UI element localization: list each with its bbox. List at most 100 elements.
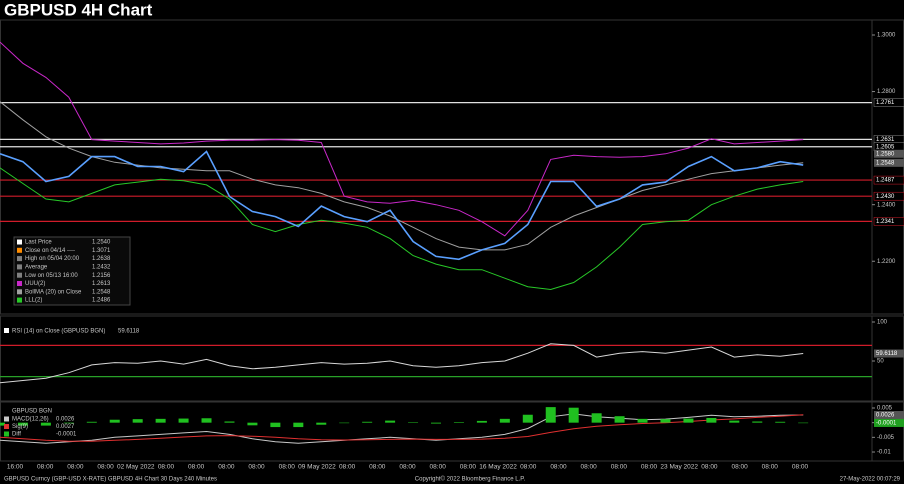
level-tag-bg (873, 175, 904, 185)
x-tick-label: 16:00 (7, 464, 24, 471)
diff-bar (683, 418, 694, 423)
legend-value: 1.2548 (92, 289, 111, 295)
legend-name: Diff (12, 432, 21, 438)
diff-bar (431, 422, 441, 424)
x-tick-label: 08:00 (37, 464, 54, 471)
diff-bar (729, 420, 740, 423)
diff-bar (499, 418, 510, 423)
legend-name: LLL(2) (25, 298, 42, 304)
diff-bar (86, 421, 97, 423)
y-tick-label: 1.3000 (877, 33, 896, 39)
chart-title: GBPUSD 4H Chart (4, 0, 153, 19)
legend-name: UUU(2) (25, 281, 45, 287)
legend-swatch (17, 272, 22, 278)
diff-bar (155, 418, 166, 423)
y-tick-label: 1.2200 (877, 259, 896, 265)
diff-bar (362, 421, 373, 423)
x-tick-label: 23 May 2022 (660, 464, 698, 471)
value-tag: 59.6118 (876, 351, 898, 357)
level-tag: 1.2487 (876, 178, 895, 184)
y-tick-label: 100 (877, 320, 888, 326)
x-tick-label: 08:00 (158, 464, 175, 471)
x-tick-label: 08:00 (399, 464, 416, 471)
diff-bar (270, 422, 281, 428)
legend-box (13, 236, 131, 306)
diff-bar (752, 421, 763, 423)
x-tick-label: 08:00 (188, 464, 205, 471)
legend-name: Last Price (25, 240, 52, 246)
diff-bar (17, 422, 28, 426)
level-tag-bg (873, 98, 904, 107)
diff-bar (775, 421, 786, 423)
x-tick-label: 08:00 (369, 464, 386, 471)
x-tick-label: 09 May 2022 (298, 464, 336, 471)
diff-bar (63, 422, 74, 424)
y-tick-label: 50 (877, 359, 884, 365)
diff-bar (247, 422, 258, 426)
price-tag: 1.2548 (876, 160, 895, 166)
footer-right: 27-May-2022 00:07:29 (840, 477, 901, 483)
level-tag: 1.2631 (876, 137, 895, 143)
x-tick-label: 08:00 (460, 464, 477, 471)
diff-bar (706, 417, 717, 423)
value-tag-bg (874, 411, 904, 420)
legend: Last Price 1.2540 Close on 04/14 ---- 1.307… (13, 236, 131, 306)
price-tag: 1.2580 (876, 151, 895, 157)
legend-value: 1.2156 (92, 273, 111, 279)
diff-bar (568, 407, 579, 423)
value-tag: 0.0026 (876, 413, 895, 419)
y-tick-label: 1.2400 (877, 202, 896, 208)
x-tick-label: 08:00 (339, 464, 356, 471)
diff-bar (660, 419, 671, 423)
x-tick-label: 08:00 (550, 464, 567, 471)
level-tag: 1.2761 (876, 100, 895, 106)
diff-bar (545, 407, 556, 423)
diff-bar (637, 418, 648, 423)
diff-bar (201, 418, 212, 423)
level-tag: 1.2605 (876, 144, 895, 150)
series-line (0, 101, 804, 251)
diff-bar (132, 419, 143, 423)
panel-subtitle: GBPUSD BGN (12, 409, 52, 415)
x-tick-label: 08:00 (279, 464, 296, 471)
value-tag-bg (874, 349, 904, 358)
x-tick-label: 08:00 (520, 464, 537, 471)
diff-bar (109, 419, 120, 423)
x-tick-label: 08:00 (581, 464, 598, 471)
x-tick-label: 08:00 (97, 464, 114, 471)
diff-bar (591, 413, 602, 423)
diff-bar (224, 421, 235, 423)
diff-bar (316, 422, 327, 425)
diff-bar (293, 422, 304, 428)
legend-value: 59.6118 (118, 329, 140, 335)
x-tick-label: 08:00 (641, 464, 658, 471)
value-tag-bg (874, 418, 904, 427)
legend-value: 1.2432 (92, 264, 111, 270)
legend-swatch (17, 281, 22, 286)
legend-name: High on 05/04 20:00 (25, 256, 80, 262)
legend-name: BollMA (20) on Close (25, 289, 82, 295)
legend-swatch (17, 239, 22, 245)
legend-swatch (4, 424, 9, 429)
legend-swatch (4, 416, 9, 422)
legend-value: 1.2540 (92, 240, 111, 246)
x-tick-label: 08:00 (611, 464, 628, 471)
panel-border (0, 401, 904, 462)
x-tick-label: 08:00 (762, 464, 779, 471)
diff-bar (0, 422, 5, 426)
legend-value: 1.2613 (92, 281, 111, 287)
legend-swatch (17, 289, 22, 295)
y-tick-label: 0.005 (877, 406, 893, 412)
diff-bar (408, 422, 419, 423)
legend-name: Sig(9) (12, 424, 28, 430)
diff-bar (178, 418, 189, 423)
x-tick-label: 08:00 (731, 464, 748, 471)
diff-bar (453, 422, 464, 423)
series-line (0, 167, 804, 291)
x-tick-label: 08:00 (792, 464, 809, 471)
legend-name: RSI (14) on Close (GBPUSD BGN) (12, 329, 105, 335)
legend-swatch (17, 247, 22, 253)
legend-value: 0.0027 (56, 424, 75, 430)
diff-bar (476, 420, 487, 423)
x-tick-label: 08:00 (67, 464, 84, 471)
